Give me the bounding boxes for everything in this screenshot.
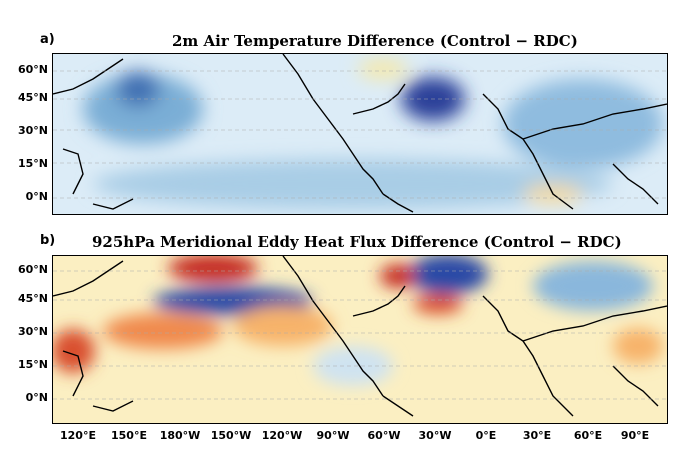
lon-label-120e: 120°E — [60, 429, 96, 442]
lon-label-150w: 150°W — [210, 429, 252, 442]
lat-label-b-15: 15°N — [17, 358, 48, 371]
lon-label-180w: 180°W — [159, 429, 201, 442]
coastlines-a — [53, 54, 667, 213]
blob-w-pacific-warm — [103, 313, 223, 349]
lon-label-30w: 30°W — [418, 429, 452, 442]
map-panel-a — [52, 53, 668, 215]
panel-b-field — [53, 256, 667, 423]
blob-greenland-warm — [358, 59, 408, 79]
lat-label-b-60: 60°N — [17, 263, 48, 276]
blob-atlantic-hot — [413, 294, 463, 314]
blob-eurasia-cool — [533, 261, 653, 311]
map-panel-b — [52, 255, 668, 424]
lon-label-30e: 30°E — [522, 429, 552, 442]
lat-label-a-30: 30°N — [17, 124, 48, 137]
blob-caribbean-cool — [313, 346, 393, 386]
lon-label-150e: 150°E — [111, 429, 147, 442]
lon-label-90w: 90°W — [316, 429, 350, 442]
panel-a-field — [53, 54, 667, 214]
lat-label-a-15: 15°N — [17, 157, 48, 170]
lat-label-b-30: 30°N — [17, 325, 48, 338]
lat-label-b-0: 0°N — [25, 391, 48, 404]
blob-japan-hot — [53, 329, 95, 373]
blob-north-atlantic-cold — [408, 256, 488, 294]
blob-kamchatka-cold — [116, 71, 160, 107]
panel-a-title: 2m Air Temperature Difference (Control −… — [172, 32, 578, 50]
graticule-a — [53, 70, 667, 199]
lon-label-60w: 60°W — [367, 429, 401, 442]
blob-asia-warm — [613, 328, 663, 364]
lon-label-120w: 120°W — [261, 429, 303, 442]
panel-b-title: 925hPa Meridional Eddy Heat Flux Differe… — [92, 233, 622, 251]
blob-e-pacific-warm — [233, 306, 333, 346]
lat-label-a-0: 0°N — [25, 190, 48, 203]
coastlines-b — [53, 256, 667, 417]
lat-label-a-60: 60°N — [17, 63, 48, 76]
lon-label-90e: 90°E — [620, 429, 650, 442]
lat-label-a-45: 45°N — [17, 91, 48, 104]
blob-labrador-hot — [380, 264, 416, 288]
blob-tropics-mild — [93, 159, 613, 209]
lon-label-0e: 0°E — [475, 429, 497, 442]
blob-bering-hot — [168, 256, 258, 282]
graticule-b — [53, 270, 667, 400]
blob-nw-pacific-cool — [83, 74, 203, 144]
lat-label-b-45: 45°N — [17, 292, 48, 305]
panel-b-letter: b) — [40, 233, 56, 248]
panel-a-letter: a) — [40, 32, 55, 47]
lon-label-60e: 60°E — [573, 429, 603, 442]
